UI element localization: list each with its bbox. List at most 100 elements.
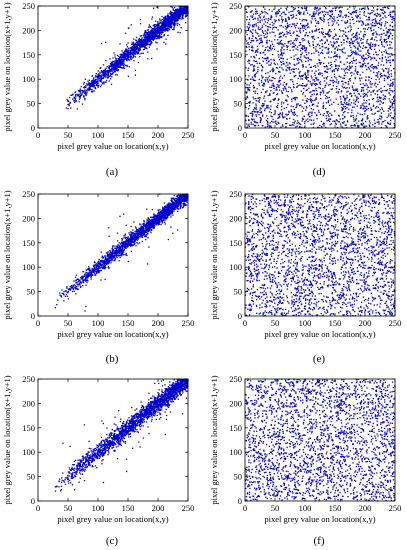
data-point — [315, 89, 318, 92]
data-point — [330, 123, 333, 125]
data-point — [296, 82, 298, 85]
data-point — [391, 98, 393, 101]
data-point — [352, 18, 354, 20]
data-point — [306, 24, 308, 27]
data-point — [292, 14, 294, 16]
data-point — [372, 91, 374, 93]
data-point — [174, 13, 176, 16]
data-point — [349, 55, 352, 57]
data-point — [311, 83, 313, 85]
data-point — [252, 18, 254, 20]
data-point — [375, 106, 378, 108]
data-point — [307, 76, 309, 79]
data-point — [351, 86, 354, 89]
y-tick-label: 0 — [31, 123, 35, 133]
data-point — [367, 76, 370, 78]
data-point — [163, 34, 165, 36]
data-point — [309, 81, 311, 83]
data-point — [261, 40, 263, 42]
data-point — [73, 97, 75, 99]
data-point — [367, 49, 370, 51]
data-point — [354, 6, 356, 8]
data-point — [247, 27, 250, 29]
data-point — [108, 67, 110, 69]
data-point — [159, 34, 161, 36]
data-point — [379, 14, 382, 16]
data-point — [167, 18, 170, 21]
data-point — [267, 49, 269, 51]
data-point — [245, 92, 248, 94]
data-point — [253, 68, 255, 70]
data-point — [80, 86, 82, 88]
data-point — [186, 9, 188, 12]
data-point — [327, 31, 329, 33]
data-point — [115, 67, 117, 70]
data-point — [146, 36, 148, 39]
data-point — [247, 88, 249, 91]
data-point — [68, 96, 71, 99]
data-point — [130, 242, 132, 245]
data-point — [110, 70, 112, 72]
data-point — [125, 55, 127, 57]
data-point — [301, 7, 304, 10]
data-point — [152, 218, 154, 221]
data-point — [355, 53, 358, 55]
data-point — [353, 124, 356, 126]
data-point — [343, 102, 346, 104]
data-point — [263, 34, 265, 37]
scatter-points-d — [244, 5, 396, 129]
data-point — [123, 58, 125, 60]
data-point — [335, 119, 338, 121]
data-point — [258, 42, 261, 45]
data-point — [125, 50, 127, 52]
data-point — [288, 86, 290, 88]
data-point — [78, 101, 80, 103]
data-point — [380, 41, 383, 43]
data-point — [181, 7, 183, 9]
data-point — [130, 24, 132, 26]
data-point — [329, 15, 331, 17]
data-point — [326, 71, 328, 73]
data-point — [376, 33, 378, 36]
data-point — [147, 33, 149, 36]
data-point — [383, 38, 386, 41]
data-point — [352, 88, 354, 90]
data-point — [346, 91, 348, 93]
data-point — [376, 110, 379, 113]
data-point — [75, 100, 77, 103]
data-point — [371, 21, 374, 24]
data-point — [391, 59, 394, 62]
data-point — [153, 25, 155, 27]
data-point — [66, 98, 68, 101]
data-point — [317, 14, 320, 16]
data-point — [369, 82, 371, 84]
data-point — [131, 52, 133, 54]
data-point — [341, 126, 343, 128]
data-point — [319, 17, 321, 20]
data-point — [249, 86, 251, 89]
data-point — [262, 76, 264, 78]
data-point — [324, 36, 326, 38]
data-point — [252, 29, 254, 31]
data-point — [293, 71, 295, 73]
data-point — [266, 62, 268, 64]
data-point — [315, 29, 318, 31]
data-point — [298, 74, 301, 77]
data-point — [256, 12, 259, 15]
data-point — [109, 58, 111, 60]
data-point — [342, 104, 345, 106]
x-axis-label: pixel grey value on location(x,y) — [57, 141, 168, 151]
data-point — [117, 58, 120, 61]
data-point — [319, 63, 322, 65]
data-point — [376, 40, 378, 42]
data-point — [125, 58, 127, 60]
data-point — [280, 90, 283, 92]
data-point — [296, 22, 298, 24]
data-point — [304, 95, 306, 97]
data-point — [318, 54, 320, 56]
data-point — [183, 9, 185, 11]
data-point — [325, 78, 328, 80]
data-point — [255, 8, 257, 10]
data-point — [169, 16, 171, 18]
data-point — [353, 125, 355, 127]
